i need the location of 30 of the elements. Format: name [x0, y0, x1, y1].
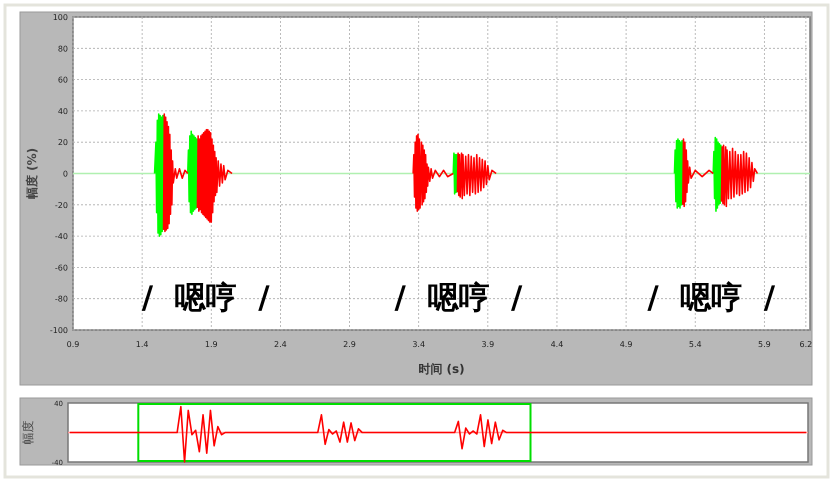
- y-tick-label: 80: [58, 44, 68, 54]
- annotation: / 嗯哼 /: [394, 280, 524, 316]
- y-tick-label: -20: [54, 200, 68, 210]
- x-tick-label: 1.4: [136, 340, 149, 349]
- x-tick-label: 5.9: [758, 340, 771, 349]
- y-tick-label: 0: [62, 170, 68, 178]
- x-tick-label: 3.9: [481, 340, 494, 349]
- x-tick-label: 2.9: [343, 340, 356, 349]
- y-tick-label: 20: [58, 138, 68, 148]
- line-series: [69, 406, 807, 463]
- x-tick-label: 4.9: [620, 340, 632, 349]
- annotation: / 嗯哼 /: [142, 280, 270, 316]
- y-tick-label: 100: [52, 13, 68, 22]
- y-tick-label: 60: [58, 76, 68, 85]
- x-tick-label: 1.9: [204, 340, 218, 349]
- y-tick-label: -100: [50, 326, 68, 335]
- x-tick-label: 3.4: [412, 340, 426, 349]
- y-tick-label: -80: [54, 294, 68, 304]
- y-tick-label: -40: [54, 232, 68, 242]
- x-tick-label: 5.4: [688, 340, 702, 349]
- x-tick-label: 6.2: [799, 340, 812, 349]
- y-axis-title: 幅度: [21, 420, 35, 444]
- x-tick-label: 4.4: [550, 340, 564, 349]
- x-axis-title: 时间 (s): [418, 362, 465, 376]
- y-tick-label: 40: [58, 106, 68, 116]
- x-tick-label: 2.4: [274, 340, 287, 349]
- y-axis-title: 幅度 (%): [25, 148, 39, 200]
- annotation: / 嗯哼 /: [647, 280, 776, 316]
- x-tick-label: 0.9: [66, 340, 80, 349]
- y-tick-label: -60: [54, 263, 68, 272]
